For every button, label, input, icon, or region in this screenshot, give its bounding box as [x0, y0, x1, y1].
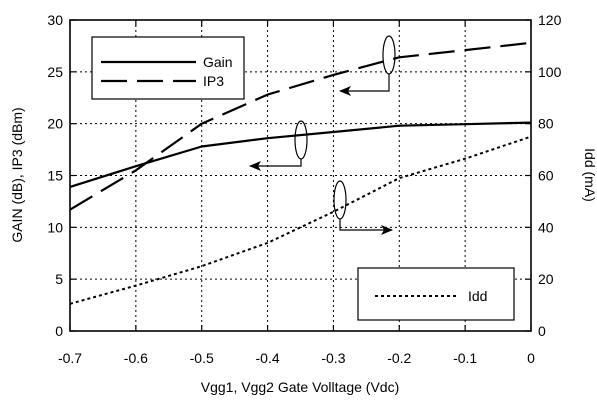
x-tick-label: -0.5: [190, 350, 214, 366]
legend-label-idd: Idd: [468, 288, 487, 304]
y-left-tick-label: 10: [47, 219, 63, 235]
x-tick-label: 0: [527, 350, 535, 366]
y-left-tick-label: 0: [55, 323, 63, 339]
x-tick-label: -0.6: [124, 350, 148, 366]
y-axis-left-title: GAIN (dB), IP3 (dBm): [9, 107, 25, 242]
legend-idd-box: [357, 267, 515, 321]
annotation-idd-ellipse: [333, 180, 347, 220]
ticks: -0.7 -0.6 -0.5 -0.4 -0.3 -0.2 -0.1 005101520253…: [47, 12, 561, 366]
annotations: [249, 35, 396, 235]
y-right-tick-label: 40: [538, 219, 554, 235]
legend-label-gain: Gain: [203, 54, 233, 70]
x-tick-label: -0.4: [256, 350, 280, 366]
y-left-tick-label: 15: [47, 168, 63, 184]
x-tick-label: -0.7: [58, 350, 82, 366]
y-right-tick-label: 0: [538, 323, 546, 339]
annotation-gain-ellipse: [294, 120, 308, 160]
legend-idd: Idd: [357, 267, 515, 321]
x-axis-title: Vgg1, Vgg2 Gate Volltage (Vdc): [201, 379, 399, 395]
y-left-tick-label: 20: [47, 116, 63, 132]
y-right-tick-label: 60: [538, 168, 554, 184]
x-tick-label: -0.1: [453, 350, 477, 366]
y-right-tick-label: 100: [538, 64, 562, 80]
legend-main: Gain IP3: [91, 36, 245, 100]
x-tick-label: -0.2: [387, 350, 411, 366]
y-right-tick-label: 80: [538, 116, 554, 132]
annotation-ip3-arrow: [339, 74, 390, 96]
series-line-idd: [69, 135, 532, 305]
series-line-gain: [69, 121, 532, 188]
grid: [70, 20, 531, 331]
y-right-tick-label: 120: [538, 12, 562, 28]
series: [69, 41, 532, 305]
y-left-tick-label: 25: [47, 64, 63, 80]
annotation-gain-arrow: [249, 159, 302, 171]
legend-label-ip3: IP3: [203, 73, 224, 89]
x-tick-label: -0.3: [321, 350, 345, 366]
y-left-tick-label: 30: [47, 12, 63, 28]
annotation-idd-arrow: [339, 219, 393, 235]
y-left-tick-label: 5: [55, 271, 63, 287]
series-line-ip3: [69, 41, 532, 211]
y-axis-right-title: Idd (mA): [582, 148, 597, 202]
legend-main-box: [91, 36, 245, 100]
annotation-ip3-ellipse: [382, 35, 396, 75]
y-right-tick-label: 20: [538, 271, 554, 287]
